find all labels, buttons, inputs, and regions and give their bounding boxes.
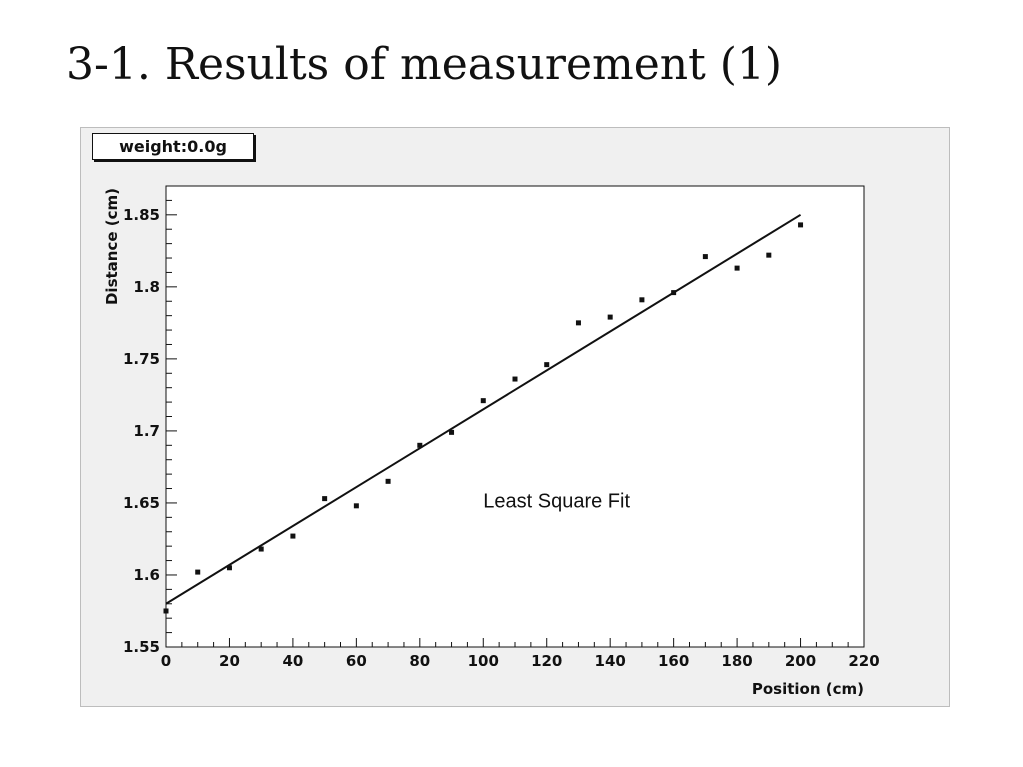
x-tick-label: 40 (282, 652, 303, 670)
data-point (480, 398, 486, 404)
x-tick-label: 20 (219, 652, 240, 670)
x-tick-label: 160 (658, 652, 689, 670)
y-tick-label: 1.7 (133, 422, 160, 440)
data-point (353, 503, 359, 509)
data-point (322, 496, 328, 502)
x-axis-title: Position (cm) (752, 680, 864, 698)
slide-title: 3-1. Results of measurement (1) (66, 39, 783, 90)
data-point (798, 222, 804, 228)
y-axis-title: Distance (cm) (103, 188, 121, 305)
x-tick-label: 120 (531, 652, 562, 670)
y-tick-label: 1.6 (133, 566, 160, 584)
x-tick-label: 220 (848, 652, 879, 670)
x-tick-label: 100 (468, 652, 499, 670)
fit-line (165, 213, 802, 605)
data-point (385, 478, 391, 484)
data-point (702, 254, 708, 260)
data-point (766, 252, 772, 258)
data-point (290, 533, 296, 539)
data-point (417, 442, 423, 448)
stats-box-label: weight:0.0g (92, 133, 254, 160)
y-tick-label: 1.75 (123, 350, 160, 368)
x-tick-label: 0 (161, 652, 171, 670)
data-point (607, 314, 613, 320)
data-point (512, 376, 518, 382)
data-point (195, 569, 201, 575)
data-point (163, 608, 169, 614)
y-tick-label: 1.65 (123, 494, 160, 512)
x-tick-label: 180 (721, 652, 752, 670)
x-tick-label: 200 (785, 652, 816, 670)
data-point (734, 265, 740, 271)
data-point (258, 546, 264, 552)
data-point (449, 429, 455, 435)
fit-annotation: Least Square Fit (483, 490, 630, 512)
y-tick-label: 1.55 (123, 638, 160, 656)
data-point (575, 320, 581, 326)
data-point (226, 565, 232, 571)
y-tick-label: 1.85 (123, 206, 160, 224)
y-tick-label: 1.8 (133, 278, 160, 296)
data-point (639, 297, 645, 303)
plot-area (165, 185, 865, 648)
x-tick-label: 80 (409, 652, 430, 670)
data-point (544, 362, 550, 368)
x-tick-label: 60 (346, 652, 367, 670)
x-tick-label: 140 (595, 652, 626, 670)
data-point (671, 290, 677, 296)
